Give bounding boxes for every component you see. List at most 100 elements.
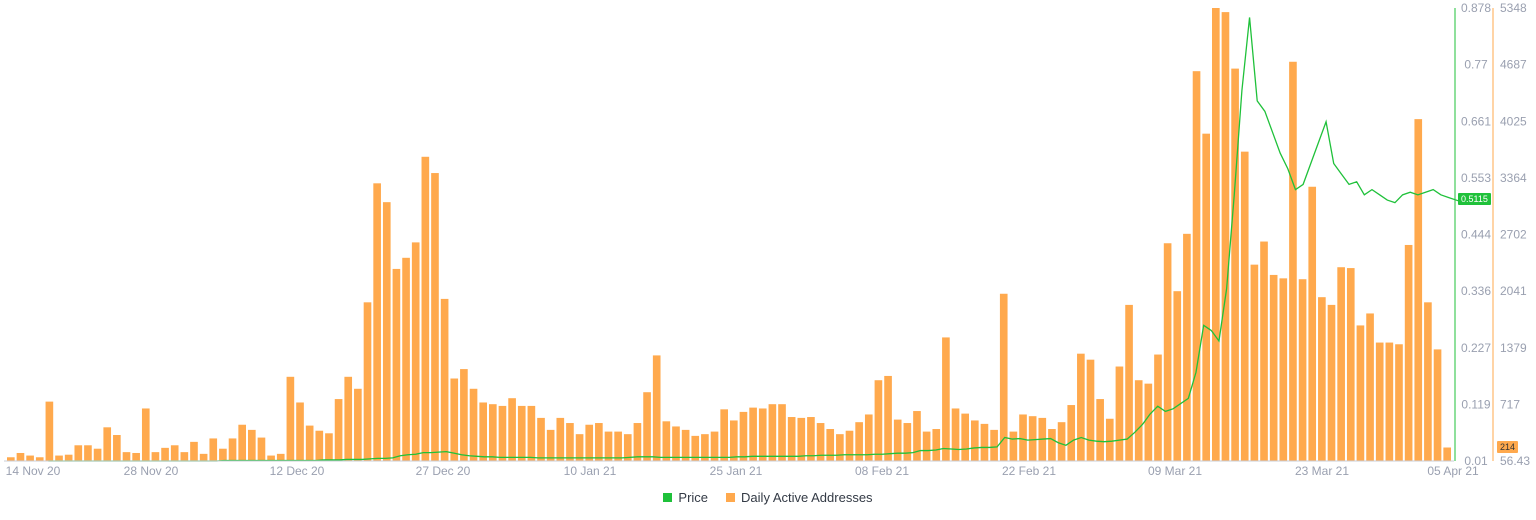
bar-daily-active-addresses — [1240, 151, 1249, 461]
bar-daily-active-addresses — [1346, 268, 1355, 461]
x-tick-label: 08 Feb 21 — [855, 464, 909, 478]
bar-daily-active-addresses — [45, 401, 54, 461]
bar-daily-active-addresses — [1279, 278, 1288, 461]
bar-daily-active-addresses — [344, 376, 353, 461]
bar-daily-active-addresses — [93, 448, 102, 461]
bar-daily-active-addresses — [325, 433, 333, 461]
bar-daily-active-addresses — [932, 429, 941, 461]
bar-daily-active-addresses — [1096, 399, 1104, 461]
bar-daily-active-addresses — [585, 424, 594, 461]
bar-daily-active-addresses — [1269, 274, 1278, 461]
bar-daily-active-addresses — [1337, 267, 1345, 461]
bar-daily-active-addresses — [180, 452, 189, 461]
bar-daily-active-addresses — [84, 445, 92, 461]
x-tick-label: 12 Dec 20 — [270, 464, 325, 478]
bar-daily-active-addresses — [961, 413, 969, 461]
bar-daily-active-addresses — [1443, 447, 1451, 461]
bar-daily-active-addresses — [113, 435, 121, 461]
price-axis-tick-label: 0.77 — [1464, 58, 1488, 72]
bar-daily-active-addresses — [893, 419, 902, 461]
x-axis-ticks: 14 Nov 20 28 Nov 20 12 Dec 20 27 Dec 20 10 J… — [6, 464, 1479, 478]
bar-daily-active-addresses — [35, 457, 44, 461]
bar-daily-active-addresses — [1067, 405, 1076, 461]
address-axis-tick-label: 4687 — [1500, 58, 1527, 72]
bar-daily-active-addresses — [672, 426, 680, 461]
x-tick-label: 22 Feb 21 — [1002, 464, 1056, 478]
bar-daily-active-addresses — [1115, 366, 1124, 461]
address-axis-tick-label: 717 — [1500, 397, 1520, 411]
bar-daily-active-addresses — [440, 298, 449, 461]
legend-item-addresses[interactable]: Daily Active Addresses — [726, 490, 873, 505]
bar-daily-active-addresses — [681, 429, 690, 461]
bar-daily-active-addresses — [276, 453, 285, 461]
bar-daily-active-addresses — [1192, 71, 1201, 462]
bar-daily-active-addresses — [575, 434, 584, 461]
bar-daily-active-addresses — [652, 355, 661, 461]
bar-daily-active-addresses — [1048, 429, 1056, 461]
bar-daily-active-addresses — [1221, 12, 1230, 462]
bar-daily-active-addresses — [1028, 416, 1037, 461]
bar-daily-active-addresses — [1086, 359, 1095, 461]
address-axis-tick-label: 2702 — [1500, 228, 1527, 242]
bar-daily-active-addresses — [614, 431, 622, 461]
price-axis-tick-label: 0.661 — [1461, 114, 1491, 128]
bar-daily-active-addresses — [643, 392, 651, 461]
price-axis-tick-label: 0.119 — [1461, 397, 1490, 411]
bar-daily-active-addresses — [1212, 8, 1220, 461]
bar-daily-active-addresses — [489, 404, 497, 461]
bar-daily-active-addresses — [421, 156, 430, 462]
bar-daily-active-addresses — [402, 257, 410, 461]
price-axis-tick-label: 0.444 — [1461, 228, 1491, 242]
bar-daily-active-addresses — [1183, 233, 1191, 461]
bar-daily-active-addresses — [74, 445, 83, 461]
bar-daily-active-addresses — [604, 431, 613, 461]
bar-daily-active-addresses — [1260, 241, 1268, 461]
bar-daily-active-addresses — [267, 455, 275, 461]
bar-daily-active-addresses — [498, 405, 507, 461]
bar-daily-active-addresses — [720, 409, 728, 461]
x-tick-label: 14 Nov 20 — [6, 464, 61, 478]
bar-daily-active-addresses — [392, 268, 401, 461]
bar-daily-active-addresses — [16, 452, 25, 461]
bar-daily-active-addresses — [1289, 61, 1297, 461]
bar-daily-active-addresses — [228, 438, 237, 461]
bar-daily-active-addresses — [951, 408, 960, 461]
bar-daily-active-addresses — [990, 429, 998, 461]
bar-daily-active-addresses — [257, 437, 266, 461]
bar-daily-active-addresses — [363, 302, 372, 461]
bar-daily-active-addresses — [1385, 342, 1394, 461]
bar-daily-active-addresses — [527, 405, 536, 461]
x-tick-label: 05 Apr 21 — [1427, 464, 1479, 478]
bar-daily-active-addresses — [537, 417, 545, 461]
bar-daily-active-addresses — [354, 388, 362, 461]
bar-daily-active-addresses — [286, 376, 295, 461]
price-axis-tick-label: 0.553 — [1461, 171, 1491, 185]
bar-daily-active-addresses — [556, 417, 565, 461]
bar-daily-active-addresses — [595, 423, 603, 461]
bar-daily-active-addresses — [913, 411, 921, 461]
bar-daily-active-addresses — [1163, 243, 1172, 461]
bar-daily-active-addresses — [1202, 133, 1210, 462]
x-tick-label: 10 Jan 21 — [564, 464, 617, 478]
bar-daily-active-addresses — [469, 388, 478, 461]
address-axis-tick-label: 4025 — [1500, 114, 1527, 128]
bar-daily-active-addresses — [151, 452, 160, 461]
bar-daily-active-addresses — [566, 423, 574, 461]
bar-daily-active-addresses — [373, 183, 381, 461]
bar-daily-active-addresses — [26, 455, 34, 461]
bar-daily-active-addresses — [768, 404, 777, 461]
legend-item-price[interactable]: Price — [663, 490, 708, 505]
price-axis-tick-label: 0.878 — [1461, 1, 1491, 15]
bar-daily-active-addresses — [730, 420, 738, 461]
legend-label-addresses: Daily Active Addresses — [741, 490, 873, 505]
x-tick-label: 09 Mar 21 — [1148, 464, 1202, 478]
bar-daily-active-addresses — [479, 402, 487, 461]
bar-daily-active-addresses — [1433, 349, 1442, 461]
bar-daily-active-addresses — [864, 414, 873, 461]
bar-daily-active-addresses — [450, 378, 459, 461]
bar-daily-active-addresses — [1144, 383, 1153, 461]
bar-daily-active-addresses — [190, 441, 198, 461]
addresses-current-badge: 214 — [1497, 441, 1519, 453]
bar-daily-active-addresses — [1356, 325, 1365, 461]
